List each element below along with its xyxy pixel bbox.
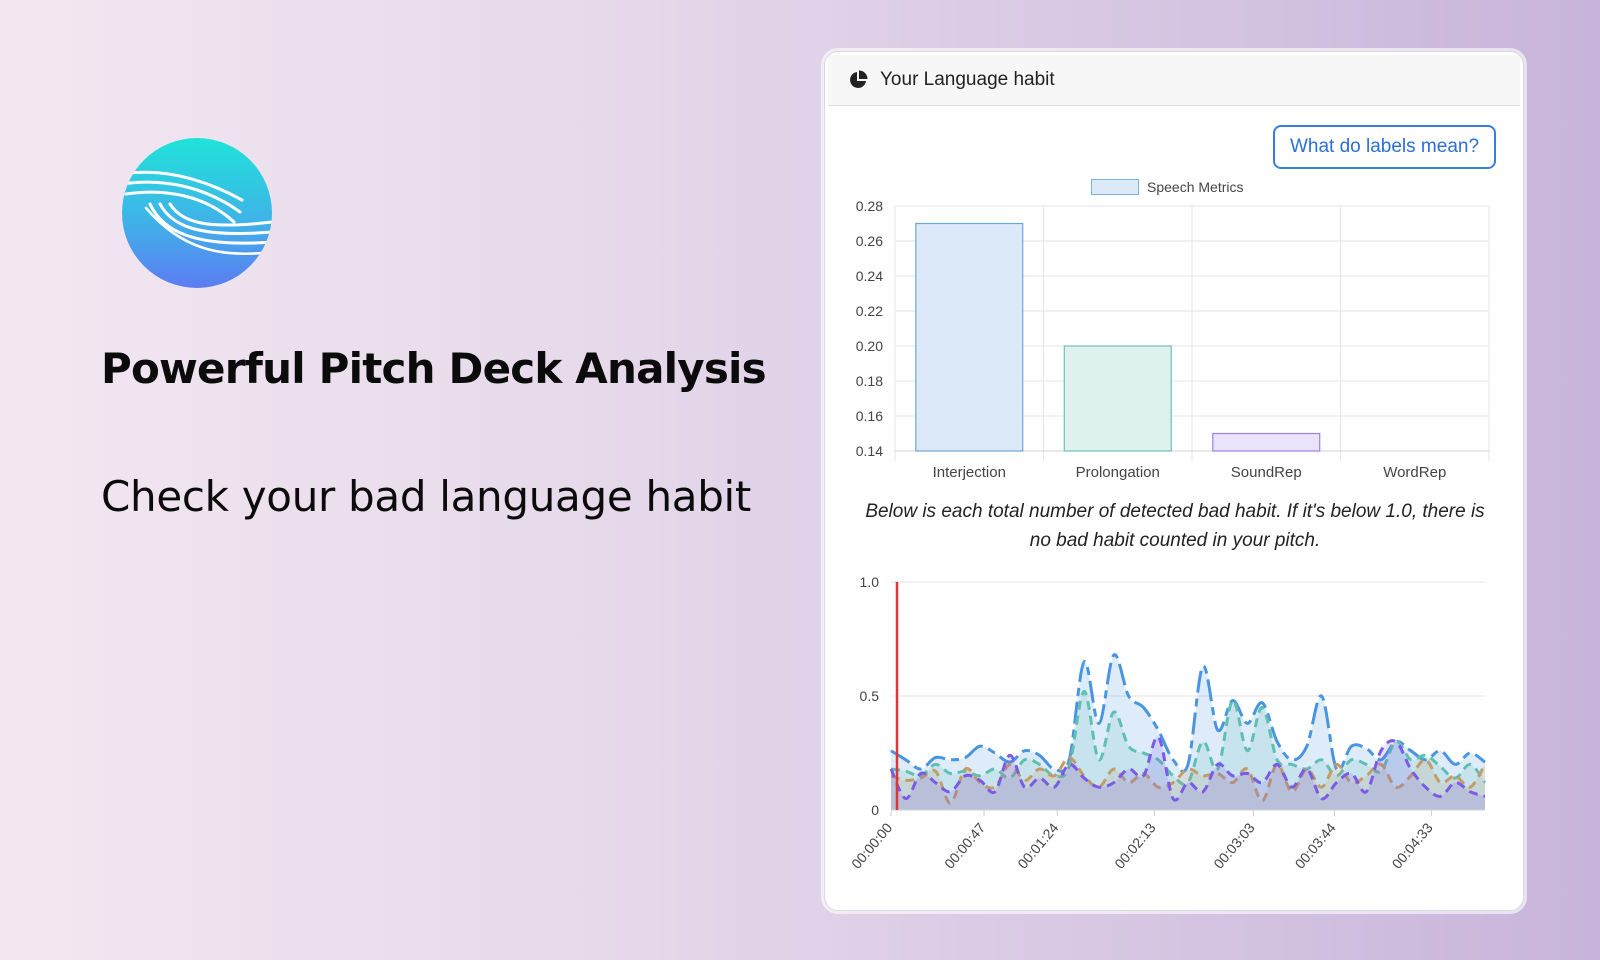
x-tick-label: 00:04:33 — [1389, 819, 1436, 871]
x-tick-label: WordRep — [1383, 464, 1446, 481]
x-tick-label: 00:00:47 — [941, 819, 988, 871]
series-line-4 — [889, 735, 1486, 802]
x-tick-label: 00:02:13 — [1111, 819, 1158, 871]
card-header: Your Language habit — [828, 55, 1520, 106]
pie-chart-icon — [850, 70, 868, 88]
legend-label: Speech Metrics — [1147, 179, 1244, 195]
series-line-3 — [890, 756, 1487, 805]
series-line-1 — [890, 653, 1486, 773]
labels-help-button[interactable]: What do labels mean? — [1273, 125, 1496, 169]
hero-subheadline: Check your bad language habit — [101, 472, 752, 521]
series-area-3 — [891, 757, 1485, 810]
x-tick-label: Interjection — [933, 464, 1006, 481]
bar-soundrep — [1212, 432, 1321, 452]
legend-swatch — [1091, 179, 1139, 195]
y-tick-label: 0.28 — [856, 198, 883, 214]
series-area-4 — [891, 736, 1485, 810]
y-tick-label: 0.20 — [856, 338, 883, 354]
hero-headline: Powerful Pitch Deck Analysis — [101, 344, 767, 393]
app-logo — [122, 138, 272, 288]
bar-chart-legend[interactable]: Speech Metrics — [1091, 179, 1243, 195]
x-tick-label: 00:01:24 — [1014, 819, 1061, 871]
x-tick-label: Prolongation — [1076, 464, 1160, 481]
language-habit-card: Your Language habit What do labels mean?… — [824, 51, 1524, 911]
x-tick-label: SoundRep — [1231, 464, 1302, 481]
bar-prolongation — [1063, 345, 1172, 452]
x-tick-label: 00:03:44 — [1292, 819, 1339, 871]
card-title: Your Language habit — [880, 69, 1055, 90]
y-tick-label: 0.18 — [856, 373, 883, 389]
wave-globe-logo-icon — [122, 138, 272, 288]
series-area-2 — [891, 691, 1485, 810]
habit-timeline-chart: 1.0 0.5 000:00:00 00:00:47 00:01:24 00:02:13 0… — [848, 574, 1487, 872]
y-tick-label: 0 — [871, 802, 879, 818]
y-tick-label: 0.22 — [856, 303, 883, 319]
y-tick-label: 0.24 — [856, 268, 883, 284]
chart-caption: Below is each total number of detected b… — [865, 501, 1485, 551]
speech-metrics-bar-chart: 0.28 0.26 0.24 0.22 0.20 0.18 0.16 0.14 Interjec… — [856, 198, 1490, 481]
x-tick-label: 00:03:03 — [1210, 819, 1257, 871]
x-tick-label: 00:00:00 — [848, 819, 895, 871]
y-tick-label: 0.16 — [856, 408, 883, 424]
y-tick-label: 1.0 — [860, 574, 880, 590]
bar-interjection — [915, 222, 1024, 452]
y-tick-label: 0.26 — [856, 233, 883, 249]
y-tick-label: 0.5 — [860, 688, 880, 704]
y-tick-label: 0.14 — [856, 443, 883, 459]
